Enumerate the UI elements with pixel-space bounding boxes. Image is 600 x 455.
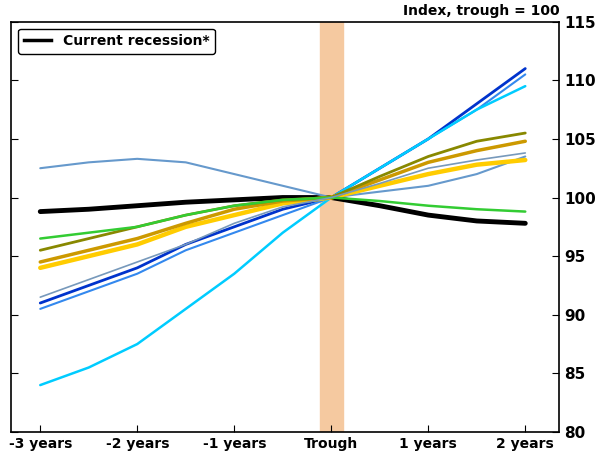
Legend: Current recession*: Current recession*	[18, 29, 215, 54]
Text: Index, trough = 100: Index, trough = 100	[403, 4, 559, 18]
Bar	[320, 22, 343, 432]
